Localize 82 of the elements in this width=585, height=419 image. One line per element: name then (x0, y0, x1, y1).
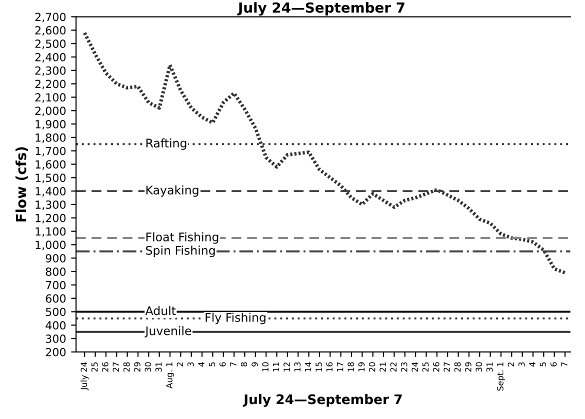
x-tick-label: 27 (444, 362, 450, 372)
chart-title: July 24—September 7 (237, 2, 404, 16)
x-tick-label: 10 (262, 362, 269, 372)
y-tick-label: 2,500 (35, 40, 66, 50)
ref-line-label: Fly Fishing (206, 312, 266, 324)
x-tick-label: 6 (220, 362, 226, 366)
x-tick-label: 21 (380, 362, 386, 372)
x-tick-label: 8 (240, 362, 248, 366)
x-tick-label: 31 (155, 362, 162, 372)
y-tick-label: 2,100 (35, 93, 66, 103)
x-tick-label: 30 (144, 362, 152, 372)
y-tick-label: 600 (46, 294, 66, 303)
x-tick-label: 5 (208, 362, 216, 366)
x-tick-label: 17 (337, 362, 344, 372)
y-tick-label: 1,200 (36, 214, 66, 224)
y-tick-label: 1,800 (36, 133, 66, 143)
y-tick-label: 2,200 (35, 80, 66, 90)
x-tick-label: 24 (412, 362, 418, 372)
x-tick-label: Sept. 1 (497, 362, 506, 391)
x-tick-label: 3 (518, 362, 525, 366)
y-tick-label: 200 (46, 348, 66, 356)
y-tick-label: 500 (46, 308, 66, 316)
x-tick-label: 16 (326, 362, 333, 372)
x-tick-label: 15 (316, 362, 322, 372)
y-tick-label: 800 (46, 267, 66, 276)
x-tick-label: 12 (284, 362, 290, 372)
x-tick-label: 19 (358, 362, 365, 372)
x-tick-label: 2 (176, 362, 183, 366)
y-tick-label: 300 (46, 334, 66, 343)
x-tick-label: 7 (230, 362, 236, 366)
y-tick-label: 2,300 (35, 66, 66, 76)
x-tick-label: 20 (368, 362, 376, 372)
y-tick-label: 1,400 (36, 187, 66, 197)
x-tick-label: 18 (348, 362, 354, 372)
y-tick-label: 1,500 (36, 174, 66, 184)
x-tick-label: 6 (550, 362, 557, 366)
x-tick-label: 25 (91, 362, 98, 372)
x-tick-label: 29 (134, 362, 140, 372)
y-tick-label: 2,700 (35, 12, 66, 22)
x-tick-label: 26 (102, 362, 108, 372)
x-tick-label: 5 (540, 362, 546, 366)
x-tick-label: 4 (529, 362, 536, 367)
ref-line-label: Adult (145, 306, 176, 316)
x-tick-label: 28 (123, 362, 130, 372)
x-tick-label: 7 (561, 362, 568, 366)
y-axis-title: Flow (cfs) (16, 147, 28, 222)
x-tick-label: 31 (486, 362, 493, 372)
ref-line-label: Spin Fishing (146, 246, 215, 258)
y-tick-label: 1,700 (36, 146, 66, 156)
y-tick-label: 900 (46, 254, 66, 262)
x-tick-label: 29 (465, 362, 472, 372)
y-tick-label: 1,000 (36, 240, 66, 250)
x-tick-label: 3 (187, 362, 194, 366)
x-tick-label: 23 (401, 362, 408, 372)
x-tick-label: 9 (252, 362, 258, 366)
x-tick-label: 28 (454, 362, 461, 372)
ref-line-label: Float Fishing (146, 232, 218, 244)
x-tick-label: July 24 (80, 362, 89, 390)
x-tick-label: 2 (508, 362, 514, 366)
x-axis-title: July 24—September 7 (242, 394, 402, 407)
x-tick-label: 30 (476, 362, 482, 372)
x-tick-label: 27 (112, 362, 119, 372)
y-tick-label: 2,600 (35, 26, 66, 36)
x-tick-label: 4 (198, 362, 204, 367)
x-tick-label: Aug. 1 (166, 362, 174, 388)
y-tick-label: 2,400 (35, 52, 66, 62)
y-tick-label: 1,900 (36, 120, 66, 130)
x-tick-label: 22 (390, 362, 397, 372)
x-tick-label: 25 (422, 362, 429, 372)
ref-line-label: Rafting (146, 138, 186, 150)
x-tick-label: 13 (294, 362, 301, 372)
ref-line-label: Kayaking (146, 185, 198, 197)
y-tick-label: 1,100 (36, 227, 66, 237)
y-tick-label: 2,000 (35, 106, 66, 116)
y-tick-label: 400 (46, 321, 66, 330)
y-tick-label: 700 (46, 280, 66, 290)
x-tick-label: 11 (272, 362, 280, 372)
x-tick-label: 26 (433, 362, 440, 372)
ref-line-label: Juvenile (144, 326, 192, 338)
x-tick-label: 14 (305, 362, 312, 372)
y-tick-label: 1,300 (36, 200, 66, 210)
y-tick-label: 1,600 (36, 160, 66, 170)
